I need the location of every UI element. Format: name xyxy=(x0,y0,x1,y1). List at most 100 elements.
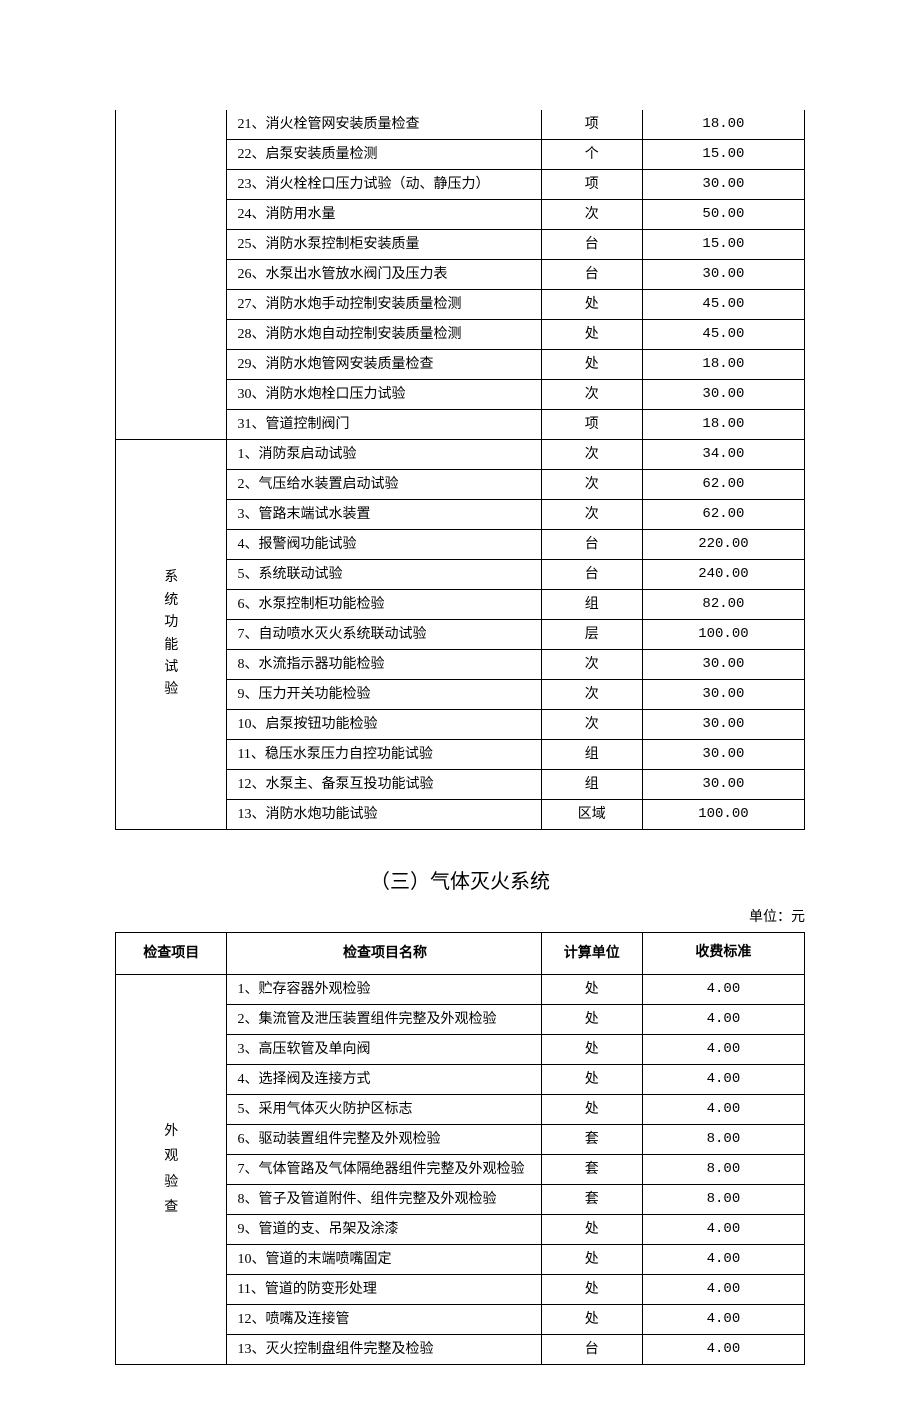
item-unit: 项 xyxy=(541,110,642,140)
item-name: 29、消防水炮管网安装质量检查 xyxy=(227,350,541,380)
item-price: 30.00 xyxy=(642,770,804,800)
item-unit: 区域 xyxy=(541,800,642,830)
item-unit: 次 xyxy=(541,380,642,410)
item-name: 21、消火栓管网安装质量检查 xyxy=(227,110,541,140)
item-price: 45.00 xyxy=(642,290,804,320)
item-name: 5、系统联动试验 xyxy=(227,560,541,590)
item-name: 28、消防水炮自动控制安装质量检测 xyxy=(227,320,541,350)
item-price: 30.00 xyxy=(642,740,804,770)
item-name: 26、水泵出水管放水阀门及压力表 xyxy=(227,260,541,290)
item-name: 8、管子及管道附件、组件完整及外观检验 xyxy=(227,1185,541,1215)
item-name: 3、管路末端试水装置 xyxy=(227,500,541,530)
item-name: 13、消防水炮功能试验 xyxy=(227,800,541,830)
item-unit: 套 xyxy=(541,1185,642,1215)
item-name: 24、消防用水量 xyxy=(227,200,541,230)
item-unit: 组 xyxy=(541,740,642,770)
item-price: 4.00 xyxy=(642,1095,804,1125)
item-unit: 处 xyxy=(541,975,642,1005)
item-name: 11、稳压水泵压力自控功能试验 xyxy=(227,740,541,770)
item-name: 3、高压软管及单向阀 xyxy=(227,1035,541,1065)
item-name: 9、管道的支、吊架及涂漆 xyxy=(227,1215,541,1245)
item-name: 7、自动喷水灭火系统联动试验 xyxy=(227,620,541,650)
item-price: 62.00 xyxy=(642,500,804,530)
item-unit: 次 xyxy=(541,650,642,680)
item-unit: 台 xyxy=(541,230,642,260)
item-unit: 处 xyxy=(541,350,642,380)
item-price: 30.00 xyxy=(642,680,804,710)
category-cell: 外观验查 xyxy=(116,975,227,1365)
item-price: 4.00 xyxy=(642,1245,804,1275)
item-unit: 次 xyxy=(541,440,642,470)
item-name: 31、管道控制阀门 xyxy=(227,410,541,440)
item-name: 22、启泵安装质量检测 xyxy=(227,140,541,170)
item-unit: 次 xyxy=(541,680,642,710)
table-row: 外观验查1、贮存容器外观检验处4.00 xyxy=(116,975,805,1005)
item-unit: 组 xyxy=(541,590,642,620)
header-category: 检查项目 xyxy=(116,933,227,975)
item-unit: 项 xyxy=(541,170,642,200)
item-name: 4、报警阀功能试验 xyxy=(227,530,541,560)
item-price: 4.00 xyxy=(642,975,804,1005)
item-price: 8.00 xyxy=(642,1125,804,1155)
item-price: 82.00 xyxy=(642,590,804,620)
item-unit: 处 xyxy=(541,1035,642,1065)
item-price: 15.00 xyxy=(642,230,804,260)
table-row: 21、消火栓管网安装质量检查项18.00 xyxy=(116,110,805,140)
item-name: 4、选择阀及连接方式 xyxy=(227,1065,541,1095)
item-price: 18.00 xyxy=(642,350,804,380)
item-unit: 处 xyxy=(541,1275,642,1305)
item-name: 25、消防水泵控制柜安装质量 xyxy=(227,230,541,260)
item-name: 10、启泵按钮功能检验 xyxy=(227,710,541,740)
item-unit: 台 xyxy=(541,1335,642,1365)
item-unit: 套 xyxy=(541,1125,642,1155)
item-price: 4.00 xyxy=(642,1035,804,1065)
inspection-table-1: 21、消火栓管网安装质量检查项18.0022、启泵安装质量检测个15.0023、… xyxy=(115,110,805,830)
item-name: 1、消防泵启动试验 xyxy=(227,440,541,470)
item-price: 30.00 xyxy=(642,380,804,410)
item-name: 11、管道的防变形处理 xyxy=(227,1275,541,1305)
item-unit: 处 xyxy=(541,1305,642,1335)
item-unit: 处 xyxy=(541,1215,642,1245)
item-price: 30.00 xyxy=(642,170,804,200)
item-price: 30.00 xyxy=(642,710,804,740)
item-name: 27、消防水炮手动控制安装质量检测 xyxy=(227,290,541,320)
item-unit: 次 xyxy=(541,500,642,530)
table-row: 系统功能试验1、消防泵启动试验次34.00 xyxy=(116,440,805,470)
table-header-row: 检查项目 检查项目名称 计算单位 收费标准 xyxy=(116,933,805,975)
item-price: 34.00 xyxy=(642,440,804,470)
item-price: 4.00 xyxy=(642,1005,804,1035)
item-unit: 处 xyxy=(541,1245,642,1275)
unit-label: 单位：元 xyxy=(115,906,805,926)
item-name: 23、消火栓栓口压力试验（动、静压力） xyxy=(227,170,541,200)
item-price: 240.00 xyxy=(642,560,804,590)
item-unit: 次 xyxy=(541,200,642,230)
item-name: 2、气压给水装置启动试验 xyxy=(227,470,541,500)
item-unit: 层 xyxy=(541,620,642,650)
item-unit: 台 xyxy=(541,560,642,590)
item-unit: 台 xyxy=(541,260,642,290)
item-price: 4.00 xyxy=(642,1275,804,1305)
item-price: 50.00 xyxy=(642,200,804,230)
item-unit: 处 xyxy=(541,320,642,350)
item-name: 10、管道的末端喷嘴固定 xyxy=(227,1245,541,1275)
item-name: 6、水泵控制柜功能检验 xyxy=(227,590,541,620)
item-unit: 项 xyxy=(541,410,642,440)
item-price: 4.00 xyxy=(642,1305,804,1335)
item-name: 8、水流指示器功能检验 xyxy=(227,650,541,680)
item-unit: 处 xyxy=(541,1095,642,1125)
inspection-table-2: 检查项目 检查项目名称 计算单位 收费标准 外观验查1、贮存容器外观检验处4.0… xyxy=(115,932,805,1365)
item-unit: 处 xyxy=(541,1005,642,1035)
header-unit: 计算单位 xyxy=(541,933,642,975)
category-cell-continued xyxy=(116,110,227,440)
item-unit: 个 xyxy=(541,140,642,170)
item-name: 1、贮存容器外观检验 xyxy=(227,975,541,1005)
item-unit: 套 xyxy=(541,1155,642,1185)
item-name: 2、集流管及泄压装置组件完整及外观检验 xyxy=(227,1005,541,1035)
item-name: 12、喷嘴及连接管 xyxy=(227,1305,541,1335)
item-price: 100.00 xyxy=(642,800,804,830)
item-name: 6、驱动装置组件完整及外观检验 xyxy=(227,1125,541,1155)
item-price: 62.00 xyxy=(642,470,804,500)
item-price: 8.00 xyxy=(642,1155,804,1185)
item-price: 18.00 xyxy=(642,110,804,140)
item-price: 4.00 xyxy=(642,1215,804,1245)
